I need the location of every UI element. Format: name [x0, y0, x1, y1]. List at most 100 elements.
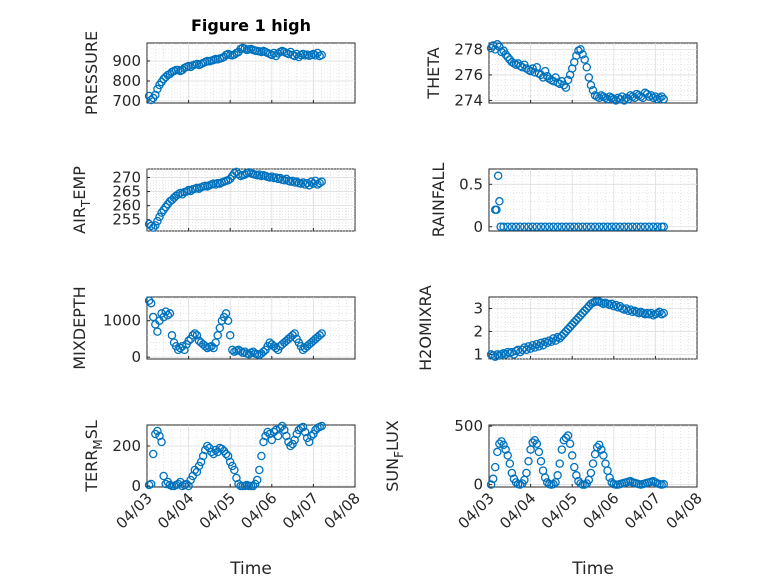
data-point: [557, 222, 567, 232]
subplot-h2omixra-points: [486, 297, 668, 361]
data-point: [230, 465, 239, 475]
subplot-mixdepth-ylabel: MIXDEPTH: [70, 286, 89, 369]
subplot-terr-msl-points: [144, 421, 326, 491]
y-tick-label: 0: [131, 348, 141, 366]
data-point: [563, 431, 573, 440]
data-point: [275, 173, 285, 183]
data-point: [518, 345, 527, 355]
data-point: [555, 334, 564, 343]
data-point: [553, 222, 562, 232]
data-point: [317, 421, 326, 431]
subplot-theta-yticks: 274 276 278: [454, 40, 698, 109]
data-point: [646, 91, 656, 100]
x-tick-label: 04/06: [579, 489, 622, 532]
data-point: [153, 84, 162, 94]
data-point: [221, 449, 231, 459]
subplot-terr-msl-grid: [147, 425, 355, 487]
data-point: [503, 222, 512, 232]
data-point: [307, 431, 316, 441]
data-point: [515, 222, 525, 232]
data-point: [146, 95, 156, 105]
data-point: [536, 222, 546, 232]
data-point: [555, 459, 564, 468]
data-point: [255, 170, 264, 179]
data-point: [601, 93, 610, 103]
data-point: [607, 299, 616, 309]
data-point: [561, 327, 571, 336]
data-point: [557, 445, 567, 454]
data-point: [646, 308, 656, 318]
x-tick-label: 04/07: [279, 489, 322, 532]
data-point: [505, 459, 515, 468]
data-point: [146, 298, 156, 308]
data-point: [302, 178, 312, 188]
data-point: [176, 343, 185, 353]
data-point: [280, 176, 289, 185]
data-point: [559, 435, 569, 445]
subplot-terr-msl-frame: [146, 424, 356, 488]
data-point: [524, 342, 533, 351]
data-point: [148, 223, 158, 232]
subplot-mixdepth-yticks: 0 1000: [103, 312, 356, 366]
data-point: [599, 451, 608, 460]
data-point: [628, 222, 637, 232]
data-point: [507, 468, 517, 478]
data-point: [528, 438, 537, 447]
data-point: [257, 451, 266, 461]
data-point: [211, 445, 220, 455]
data-point: [570, 222, 579, 232]
data-point: [574, 222, 583, 232]
data-point: [153, 216, 162, 226]
data-point: [536, 457, 546, 466]
data-point: [225, 331, 235, 340]
data-point: [588, 85, 598, 95]
y-tick-label: 265: [112, 183, 141, 201]
y-tick-label: 200: [112, 437, 141, 455]
data-point: [144, 91, 154, 101]
data-point: [507, 57, 517, 67]
data-point: [582, 304, 592, 313]
data-point: [499, 222, 508, 232]
data-point: [277, 421, 287, 431]
data-point: [659, 94, 668, 104]
data-point: [493, 447, 502, 457]
data-point: [567, 451, 577, 460]
data-point: [146, 221, 156, 231]
data-point: [240, 170, 250, 179]
data-point: [586, 222, 596, 232]
data-point: [223, 316, 233, 325]
x-tick-label: 04/04: [496, 489, 539, 532]
data-point: [576, 311, 585, 320]
data-point: [495, 197, 504, 206]
data-point: [248, 481, 258, 491]
data-point: [267, 435, 277, 445]
data-point: [290, 51, 299, 61]
data-point: [271, 343, 281, 353]
data-point: [619, 222, 629, 232]
subplot-mixdepth: 0 1000 MIXDEPTH: [70, 286, 356, 370]
data-point: [520, 343, 529, 352]
data-point: [592, 92, 602, 101]
subplot-h2omixra: 1 2 3 H2OMIXRA: [416, 285, 698, 371]
data-point: [493, 40, 502, 49]
data-point: [580, 55, 589, 64]
data-point: [173, 479, 183, 489]
data-point: [217, 444, 227, 454]
data-point: [594, 222, 604, 232]
data-point: [603, 222, 612, 232]
data-point: [286, 441, 295, 451]
data-point: [588, 459, 598, 468]
data-point: [250, 479, 260, 489]
data-point: [495, 439, 504, 448]
subplot-theta: 274 276 278 THETA: [424, 40, 698, 109]
data-point: [540, 473, 550, 482]
data-point: [501, 50, 510, 59]
data-point: [615, 94, 625, 104]
y-tick-label: 700: [112, 92, 141, 110]
figure-title: Figure 1 high: [191, 16, 311, 35]
subplot-sun-flux-frame: [488, 424, 698, 488]
